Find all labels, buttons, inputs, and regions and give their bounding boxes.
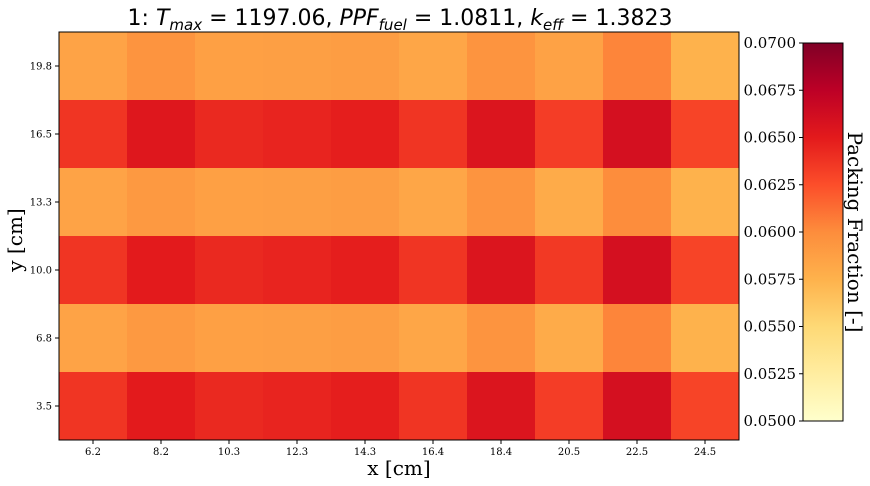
colorbar bbox=[802, 42, 844, 422]
heatmap-cell bbox=[535, 32, 604, 101]
x-tick-label: 22.5 bbox=[626, 447, 648, 458]
heatmap-cell bbox=[195, 100, 264, 169]
x-axis-ticks: 6.2 8.2 10.3 12.3 14.3 16.4 18.4 20.5 22.5 24.5 bbox=[85, 440, 716, 458]
heatmap-cell bbox=[263, 168, 332, 237]
heatmap-cell bbox=[671, 168, 740, 237]
y-tick-label: 13.3 bbox=[30, 198, 52, 209]
heatmap-cell bbox=[399, 32, 468, 101]
colorbar-tick-label: 0.0600 bbox=[744, 223, 797, 241]
heatmap-cell bbox=[535, 304, 604, 373]
y-tick-label: 3.5 bbox=[36, 402, 52, 413]
x-tick-label: 12.3 bbox=[286, 447, 308, 458]
heatmap-cell bbox=[467, 304, 536, 373]
heatmap-cell bbox=[263, 372, 332, 441]
x-tick-label: 6.2 bbox=[85, 447, 101, 458]
x-tick-label: 8.2 bbox=[153, 447, 169, 458]
heatmap-cell bbox=[195, 236, 264, 305]
x-tick-label: 14.3 bbox=[354, 447, 376, 458]
heatmap-cell bbox=[399, 168, 468, 237]
heatmap-cell bbox=[671, 304, 740, 373]
heatmap-cell bbox=[59, 304, 128, 373]
heatmap-cell bbox=[603, 32, 672, 101]
y-tick-label: 10.0 bbox=[30, 266, 52, 277]
heatmap-cell bbox=[263, 236, 332, 305]
heatmap-cell bbox=[603, 304, 672, 373]
x-axis-label: x [cm] bbox=[367, 456, 430, 480]
plot-frame bbox=[58, 31, 740, 441]
colorbar-ticks: 0.0700 0.0675 0.0650 0.0625 0.0600 0.0575 0.05… bbox=[744, 34, 803, 430]
heatmap-cell bbox=[467, 32, 536, 101]
heatmap-cell bbox=[399, 372, 468, 441]
heatmap-cell bbox=[671, 372, 740, 441]
heatmap-cell bbox=[331, 32, 400, 101]
heatmap-cell bbox=[331, 168, 400, 237]
heatmap-cell bbox=[603, 372, 672, 441]
heatmap-cell bbox=[59, 236, 128, 305]
heatmap-cell bbox=[59, 372, 128, 441]
y-tick-label: 6.8 bbox=[36, 334, 52, 345]
y-axis-ticks: 19.8 16.5 13.3 10.0 6.8 3.5 bbox=[30, 62, 59, 413]
colorbar-tick-label: 0.0525 bbox=[744, 365, 797, 383]
x-tick-label: 16.4 bbox=[422, 447, 444, 458]
heatmap-cell bbox=[195, 32, 264, 101]
y-tick-label: 16.5 bbox=[30, 130, 52, 141]
heatmap-cell bbox=[399, 100, 468, 169]
heatmap-cell bbox=[331, 100, 400, 169]
heatmap-cell bbox=[671, 236, 740, 305]
heatmap-cell bbox=[127, 168, 196, 237]
heatmap-cell bbox=[127, 100, 196, 169]
heatmap-cell bbox=[603, 100, 672, 169]
heatmap-cell bbox=[467, 168, 536, 237]
heatmap-cell bbox=[127, 236, 196, 305]
heatmap-cell bbox=[195, 168, 264, 237]
heatmap-cell bbox=[127, 304, 196, 373]
heatmap-cell bbox=[671, 32, 740, 101]
colorbar-tick-label: 0.0625 bbox=[744, 176, 797, 194]
heatmap-cell bbox=[535, 168, 604, 237]
heatmap-cell bbox=[535, 100, 604, 169]
heatmap-cell bbox=[263, 100, 332, 169]
x-tick-label: 24.5 bbox=[694, 447, 716, 458]
colorbar-tick-label: 0.0675 bbox=[744, 81, 797, 99]
y-axis-label: y [cm] bbox=[3, 208, 27, 272]
heatmap-cell bbox=[59, 32, 128, 101]
heatmap-cell bbox=[195, 372, 264, 441]
heatmap-cell bbox=[127, 32, 196, 101]
colorbar-tick-label: 0.0700 bbox=[744, 34, 797, 52]
heatmap-cell bbox=[467, 100, 536, 169]
heatmap-cell bbox=[331, 372, 400, 441]
heatmap-cell bbox=[399, 236, 468, 305]
colorbar-tick-label: 0.0575 bbox=[744, 270, 797, 288]
heatmap-cell bbox=[195, 304, 264, 373]
heatmap-cell bbox=[263, 304, 332, 373]
colorbar-label: Packing Fraction [-] bbox=[843, 132, 867, 333]
colorbar-tick-label: 0.0550 bbox=[744, 318, 797, 336]
x-tick-label: 10.3 bbox=[218, 447, 240, 458]
heatmap-cell bbox=[127, 372, 196, 441]
chart-title: 1: Tmax = 1197.06, PPFfuel = 1.0811, kef… bbox=[128, 6, 673, 34]
x-tick-label: 18.4 bbox=[490, 447, 512, 458]
heatmap-cell bbox=[59, 168, 128, 237]
heatmap-cell bbox=[331, 236, 400, 305]
heatmap-cell bbox=[263, 32, 332, 101]
heatmap-cell bbox=[535, 236, 604, 305]
heatmap-cell bbox=[331, 304, 400, 373]
x-tick-label: 20.5 bbox=[558, 447, 580, 458]
heatmap-cell bbox=[603, 236, 672, 305]
heatmap-cell bbox=[467, 236, 536, 305]
heatmap-cell bbox=[59, 100, 128, 169]
colorbar-tick-label: 0.0500 bbox=[744, 412, 797, 430]
heatmap-cell bbox=[399, 304, 468, 373]
heatmap-cell bbox=[603, 168, 672, 237]
y-tick-label: 19.8 bbox=[30, 62, 52, 73]
heatmap-cell bbox=[467, 372, 536, 441]
heatmap-cell bbox=[671, 100, 740, 169]
heatmap-cells bbox=[59, 32, 740, 441]
heatmap-cell bbox=[535, 372, 604, 441]
colorbar-tick-label: 0.0650 bbox=[744, 129, 797, 147]
